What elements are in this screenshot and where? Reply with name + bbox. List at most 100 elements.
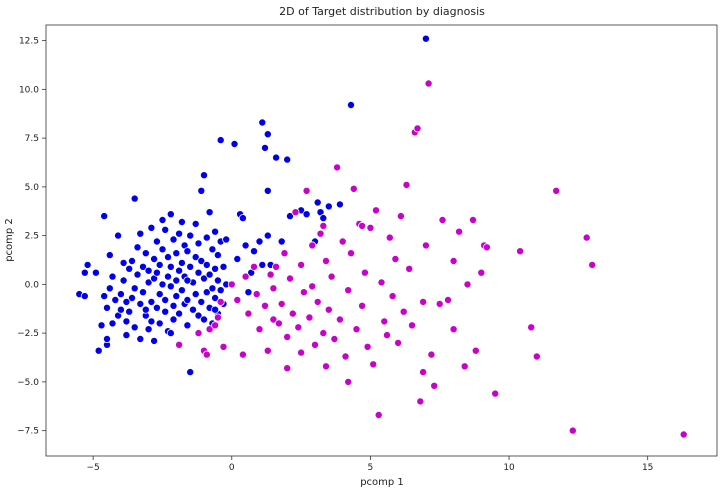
data-point-series-1-83 <box>435 299 444 308</box>
data-point-series-0-142 <box>283 155 292 164</box>
data-point-series-0-149 <box>319 214 328 223</box>
x-axis: −5 0 5 10 15 <box>86 456 653 473</box>
data-point-series-1-52 <box>346 249 355 258</box>
data-point-series-1-36 <box>308 241 317 250</box>
data-point-series-0-115 <box>213 251 222 260</box>
data-point-series-0-59 <box>161 225 170 234</box>
data-point-series-0-1 <box>80 268 89 277</box>
data-point-series-1-100 <box>568 426 577 435</box>
data-point-series-1-10 <box>233 295 242 304</box>
data-point-series-0-114 <box>213 276 222 285</box>
data-point-series-0-69 <box>169 315 178 324</box>
data-point-series-1-78 <box>419 297 428 306</box>
data-point-series-0-86 <box>186 262 195 271</box>
data-point-series-0-113 <box>211 293 220 302</box>
data-point-series-0-10 <box>105 251 114 260</box>
data-point-series-1-54 <box>352 325 361 334</box>
data-point-series-0-143 <box>285 212 294 221</box>
data-point-series-1-91 <box>471 346 480 355</box>
data-point-series-0-55 <box>158 215 167 224</box>
data-point-series-0-135 <box>260 143 269 152</box>
data-point-series-0-109 <box>208 245 217 254</box>
data-point-series-0-32 <box>133 270 142 279</box>
data-point-series-0-87 <box>186 231 195 240</box>
data-point-series-0-66 <box>166 262 175 271</box>
data-point-series-0-12 <box>103 303 112 312</box>
data-point-series-1-11 <box>238 350 247 359</box>
data-point-series-0-58 <box>161 307 170 316</box>
data-point-series-0-9 <box>103 334 112 343</box>
data-point-series-1-3 <box>202 350 211 359</box>
data-point-series-1-16 <box>255 325 264 334</box>
data-point-series-0-137 <box>263 231 272 240</box>
data-point-series-0-153 <box>421 34 430 43</box>
data-point-series-0-36 <box>136 229 145 238</box>
data-point-series-1-34 <box>302 186 311 195</box>
data-point-series-1-95 <box>491 389 500 398</box>
data-point-series-1-23 <box>277 299 286 308</box>
data-point-series-1-77 <box>416 397 425 406</box>
data-point-series-0-57 <box>158 245 167 254</box>
y-axis: 12.5 10.0 7.5 5.0 2.5 0.0 −2.5 −5.0 −7.5 <box>17 37 46 437</box>
data-point-series-1-81 <box>427 350 436 359</box>
data-point-series-1-51 <box>344 377 353 386</box>
data-point-series-1-88 <box>460 362 469 371</box>
data-point-series-0-38 <box>138 288 147 297</box>
data-point-series-1-5 <box>211 321 220 330</box>
data-point-series-0-65 <box>166 210 175 219</box>
data-point-series-0-151 <box>335 200 344 209</box>
data-point-series-0-62 <box>163 253 172 262</box>
data-point-series-1-67 <box>388 292 397 301</box>
y-tick-label: 10.0 <box>19 85 39 95</box>
data-point-series-0-124 <box>230 139 239 148</box>
data-point-series-1-60 <box>369 360 378 369</box>
data-point-series-0-26 <box>125 307 134 316</box>
data-point-series-0-82 <box>183 321 192 330</box>
y-tick-label: 0.0 <box>25 280 40 290</box>
data-point-series-0-7 <box>100 292 109 301</box>
data-point-series-0-119 <box>216 136 225 145</box>
data-point-series-1-79 <box>421 241 430 250</box>
data-point-series-1-40 <box>319 329 328 338</box>
data-point-series-0-140 <box>272 153 281 162</box>
data-point-series-1-53 <box>349 184 358 193</box>
data-point-series-1-89 <box>463 280 472 289</box>
data-point-series-1-25 <box>283 332 292 341</box>
data-point-series-0-50 <box>152 268 161 277</box>
data-point-series-0-64 <box>166 282 175 291</box>
data-point-series-0-51 <box>152 237 161 246</box>
data-point-series-1-99 <box>552 186 561 195</box>
data-point-series-0-91 <box>191 290 200 299</box>
data-point-series-0-102 <box>202 233 211 242</box>
data-point-series-0-76 <box>177 217 186 226</box>
data-point-series-1-76 <box>413 124 422 133</box>
data-point-series-0-14 <box>108 319 117 328</box>
data-point-series-1-32 <box>297 260 306 269</box>
data-point-series-0-46 <box>150 254 159 263</box>
data-point-series-0-29 <box>130 194 139 203</box>
data-point-series-1-57 <box>360 268 369 277</box>
data-point-series-0-112 <box>211 227 220 236</box>
x-tick-label: −5 <box>86 463 99 473</box>
data-point-series-0-23 <box>122 317 131 326</box>
data-point-series-1-84 <box>438 215 447 224</box>
data-point-series-1-103 <box>679 430 688 439</box>
data-point-series-1-98 <box>532 352 541 361</box>
data-point-series-0-53 <box>155 260 164 269</box>
data-point-series-0-18 <box>114 231 123 240</box>
data-point-series-1-105 <box>358 221 367 230</box>
data-point-series-1-21 <box>272 262 281 271</box>
data-point-series-0-33 <box>133 243 142 252</box>
data-point-series-1-61 <box>371 206 380 215</box>
data-point-series-1-44 <box>327 272 336 281</box>
data-point-series-0-97 <box>197 297 206 306</box>
data-point-series-0-138 <box>263 186 272 195</box>
data-point-series-1-63 <box>377 278 386 287</box>
data-point-series-0-11 <box>100 212 109 221</box>
data-point-series-1-50 <box>344 286 353 295</box>
points-layer <box>75 34 688 439</box>
data-point-series-1-90 <box>468 215 477 224</box>
data-point-series-1-80 <box>424 79 433 88</box>
x-tick-label: 15 <box>642 463 653 473</box>
data-point-series-1-8 <box>219 342 228 351</box>
